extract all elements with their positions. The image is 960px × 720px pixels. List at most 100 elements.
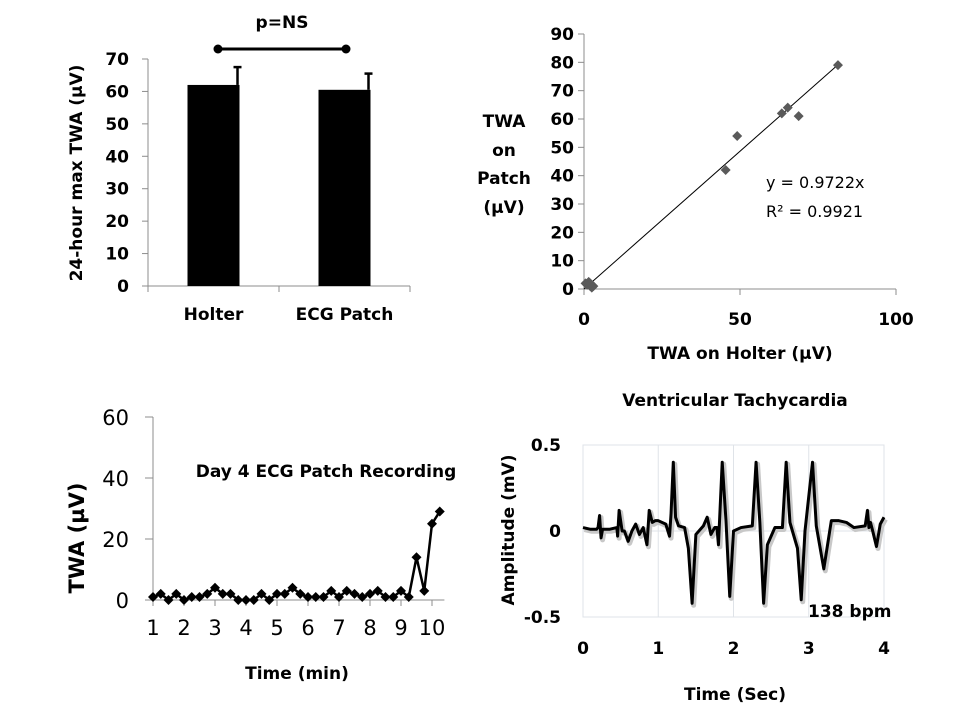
line-chart-x-tick-label: 3 [208,616,221,640]
line-chart-panel: 0 20 40 60 1 2 3 4 5 6 7 8 9 10 Day 4 ECG Patch Recor… [65,406,456,684]
scatter-chart-y-axis-title-line: Patch [477,169,531,189]
scatter-chart-x-axis-title: TWA on Holter (µV) [647,344,832,364]
scatter-chart-x-tick-label: 100 [878,310,914,330]
ecg-chart-y-axis-title: Amplitude (mV) [499,455,519,606]
line-chart-point [186,591,197,602]
line-chart-point [148,591,158,602]
line-chart-point [241,595,251,605]
line-chart-point [163,595,174,605]
scatter-chart-point [793,111,804,122]
scatter-chart-y-tick-label: 70 [550,82,574,102]
scatter-chart-panel: 0 10 20 30 40 50 60 70 80 90 0 50 100 TWA on Patch (µV)… [477,25,914,364]
line-chart-y-tick-label: 60 [102,406,129,430]
ecg-chart-title: Ventricular Tachycardia [622,391,848,411]
line-chart-point [279,588,290,599]
ecg-chart-x-tick-label: 3 [803,639,815,659]
scatter-chart-point [732,131,743,141]
line-chart-point [248,595,259,605]
line-chart-point [310,591,321,602]
scatter-chart-y-tick-label: 60 [550,110,574,130]
ecg-chart-panel: 0 1 2 3 4 -0.5 0 0.5 Ventricular Tachycardia Am… [499,391,891,705]
line-chart-y-tick-label: 40 [102,467,129,491]
line-chart-point [287,582,298,593]
scatter-chart-point [782,102,793,113]
line-chart-point [295,588,306,599]
line-chart-x-tick-label: 1 [146,616,159,640]
bar-chart-y-tick-label: 40 [105,147,129,167]
scatter-chart-trendline [583,64,839,290]
scatter-chart-r-squared: R² = 0.9921 [766,202,863,221]
line-chart-point [272,588,282,599]
line-chart-point [256,588,267,599]
line-chart-series [148,506,445,605]
ecg-chart-x-tick-label: 2 [728,639,740,659]
line-chart-point [396,585,406,596]
scatter-chart-point [720,165,731,175]
bar-chart-bar [187,84,240,286]
scatter-chart-y-tick-label: 90 [550,25,574,45]
ecg-chart-x-tick-label: 1 [652,639,664,659]
ecg-chart-trace-line [582,460,886,605]
scatter-chart-point [832,60,843,71]
scatter-chart-x-tick-label: 50 [728,310,752,330]
bar-chart-y-tick-label: 30 [105,180,129,200]
scatter-chart-points [580,60,843,293]
scatter-chart-y-axis-title-line: on [492,141,516,161]
line-chart-point [225,588,236,599]
line-chart-point [341,585,352,596]
ecg-chart-x-tick-label: 0 [577,639,589,659]
line-chart-point [357,591,368,602]
bar-chart-bar [318,89,371,286]
line-chart-point [388,591,399,602]
scatter-chart-y-tick-label: 50 [550,138,574,158]
bar-chart-y-tick-label: 0 [117,277,129,297]
line-chart-point [380,591,391,602]
ecg-chart-annotation: 138 bpm [808,602,891,622]
ecg-chart-axes: 0 1 2 3 4 -0.5 0 0.5 [524,436,890,659]
ecg-chart-x-tick-label: 4 [878,639,890,659]
scatter-chart-point [585,278,596,289]
line-chart-point [427,518,437,529]
line-chart-point [419,585,430,596]
line-chart-point [349,588,360,599]
line-chart-point [303,591,313,602]
ecg-chart-trace [582,460,888,608]
line-chart-x-axis-title: Time (min) [245,664,349,684]
ecg-chart-y-tick-label: 0.5 [531,436,561,456]
ecg-chart-x-axis-title: Time (Sec) [684,685,786,705]
line-chart-x-tick-label: 8 [363,616,376,640]
line-chart-point [210,582,220,593]
bar-chart-y-tick-label: 60 [105,82,129,102]
line-chart-y-axis-title: TWA (µV) [65,482,89,593]
line-chart-point [411,552,422,563]
line-chart-point [434,506,445,517]
bar-chart-bracket-end [341,44,351,54]
bar-chart-bars [187,44,373,286]
scatter-chart-y-tick-label: 10 [550,252,574,272]
line-chart-point [326,585,337,596]
bar-chart-y-tick-label: 10 [105,245,129,265]
line-chart-point [155,588,166,599]
line-chart-point [365,588,375,599]
scatter-chart-point [776,108,787,119]
scatter-chart-y-tick-label: 80 [550,53,574,73]
bar-chart-y-tick-label: 50 [105,115,129,135]
line-chart-x-tick-label: 7 [332,616,345,640]
line-chart-point [171,588,182,599]
ecg-chart-y-tick-label: -0.5 [524,608,561,628]
line-chart-point [233,595,244,605]
scatter-chart-y-axis-title-line: TWA [483,112,527,132]
line-chart-x-tick-label: 5 [270,616,283,640]
line-chart-point [202,588,213,599]
bar-chart-annotation: p=NS [256,13,309,33]
bar-chart-y-axis-title: 24-hour max TWA (µV) [67,65,87,282]
bar-chart-axes: 0 10 20 30 40 50 60 70 Holter ECG Patch [105,50,411,325]
line-chart-x-tick-label: 4 [239,616,252,640]
line-chart-x-tick-label: 10 [419,616,446,640]
bar-chart-panel: 0 10 20 30 40 50 60 70 Holter ECG Patch 24-hour m… [67,13,411,325]
line-chart-point [403,591,414,602]
line-chart-y-tick-label: 0 [116,589,129,613]
bar-chart-y-tick-label: 70 [105,50,129,70]
line-chart-y-tick-label: 20 [102,528,129,552]
